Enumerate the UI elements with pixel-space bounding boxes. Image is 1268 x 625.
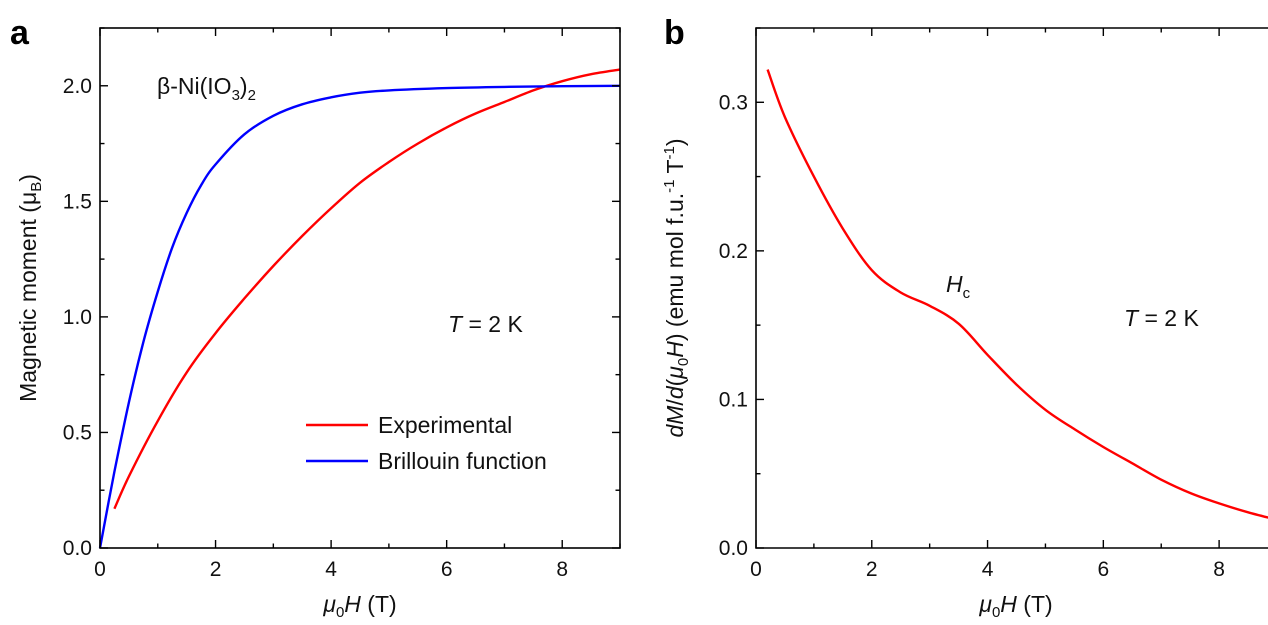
panel-a-y-axis-label: Magnetic moment (μB): [15, 174, 45, 402]
panel-b-x-tick-label: 0: [750, 558, 762, 581]
panel-a-frame: [99, 27, 621, 549]
panel-a-series-line-0: [113, 68, 621, 510]
panel-a-letter: a: [10, 14, 30, 52]
panel-a-series-line-1: [98, 84, 621, 549]
panel-a-legend: Experimental Brillouin function: [306, 412, 547, 474]
panel-b-x-axis-label: μ0H (T): [978, 591, 1052, 621]
panel-b-y-tick-label: 0.1: [719, 388, 748, 411]
panel-a-x-tick-label: 2: [210, 558, 222, 581]
panel-a-x-axis-label: μ0H (T): [322, 591, 396, 621]
panel-a-plot-area: [98, 68, 621, 549]
panel-b-frame: [755, 27, 1268, 549]
panel-b-y-axis: 0.0 0.1 0.2 0.3: [719, 27, 764, 560]
panel-b-x-tick-label: 6: [1097, 558, 1109, 581]
panel-a-y-axis: 0.0 0.5 1.0 1.5 2.0: [63, 27, 620, 560]
panel-a-x-tick-label: 0: [94, 558, 106, 581]
panel-b-x-axis: 0 2 4 6 8: [750, 28, 1225, 581]
panel-a-x-tick-label: 4: [325, 558, 337, 581]
panel-a-y-tick-label: 2.0: [63, 75, 92, 98]
legend-label-experimental: Experimental: [378, 412, 512, 438]
panel-b-y-tick-label: 0.3: [719, 91, 748, 114]
panel-b-y-axis-label: dM/d(μ0H) (emu mol f.u.-1 T-1): [661, 138, 692, 437]
panel-a-y-tick-label: 0.5: [63, 421, 92, 444]
panel-a-y-tick-label: 1.5: [63, 190, 92, 213]
panel-b: b 0 2 4 6 8 0.0 0.1 0.2 0.3 μ0H (T) dM/d(μ0H) (…: [661, 14, 1268, 621]
panel-a: a 0 2 4 6 8 0.0 0.5 1.0 1.5 2.0 μ0H (T) Magnetic…: [10, 14, 621, 621]
panel-a-compound-label: β-Ni(IO3)2: [157, 73, 256, 104]
panel-a-y-tick-label: 0.0: [63, 537, 92, 560]
panel-b-y-tick-label: 0.0: [719, 537, 748, 560]
panel-b-x-tick-label: 8: [1213, 558, 1225, 581]
panel-b-y-tick-label: 0.2: [719, 240, 748, 263]
panel-a-x-tick-label: 8: [556, 558, 568, 581]
panel-b-plot-area: [766, 69, 1268, 519]
panel-b-x-tick-label: 2: [866, 558, 878, 581]
panel-b-temperature-label: T = 2 K: [1124, 305, 1199, 331]
panel-b-series-line-0: [766, 69, 1268, 519]
panel-b-x-tick-label: 4: [982, 558, 994, 581]
panel-b-hc-annotation: Hc: [946, 271, 971, 302]
panel-a-y-tick-label: 1.0: [63, 306, 92, 329]
panel-a-temperature-label: T = 2 K: [448, 311, 523, 337]
panel-a-x-axis: 0 2 4 6 8: [94, 28, 621, 581]
panel-b-letter: b: [664, 14, 685, 52]
legend-label-brillouin: Brillouin function: [378, 448, 547, 474]
panel-a-x-tick-label: 6: [441, 558, 453, 581]
